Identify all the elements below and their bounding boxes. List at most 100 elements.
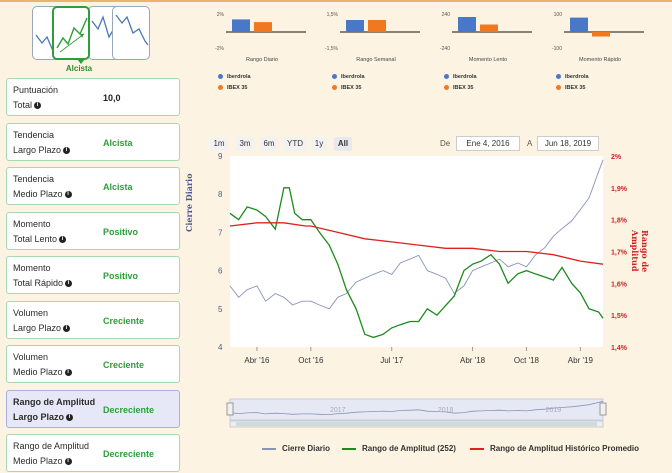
mini-axis-top: 2% <box>216 12 224 18</box>
mini-legend-item[interactable]: IBEX 35 <box>218 85 247 91</box>
info-icon[interactable]: i <box>64 191 72 199</box>
indicator-value: Alcista <box>103 182 133 192</box>
legend-dot-icon <box>556 74 561 80</box>
range-button-ytd[interactable]: YTD <box>284 137 306 151</box>
mini-legend-label: IBEX 35 <box>565 85 586 91</box>
indicator-row[interactable]: Volumen Largo Plazo i Creciente <box>6 300 180 339</box>
indicator-row[interactable]: Volumen Medio Plazo i Creciente <box>6 345 180 383</box>
range-button-1y[interactable]: 1y <box>311 137 327 151</box>
y-right-tick-label: 1,9% <box>611 186 628 193</box>
legend-label: Rango de Amplitud (252) <box>362 444 456 453</box>
y-right-tick-label: 1,6% <box>611 281 628 288</box>
to-label: A <box>527 139 533 148</box>
indicator-label-line2: Largo Plazo <box>13 144 62 155</box>
mini-bar-ibex35[interactable] <box>592 32 610 37</box>
indicator-label-line2: Largo Plazo <box>13 322 62 333</box>
info-icon[interactable]: i <box>64 458 72 466</box>
mini-legend-item[interactable]: Iberdrola <box>332 74 365 80</box>
mini-chart-plot <box>564 17 644 37</box>
range-button-all[interactable]: All <box>334 137 352 151</box>
indicator-row[interactable]: Tendencia Medio Plazo i Alcista <box>6 167 180 205</box>
legend-dot-icon <box>332 74 337 80</box>
indicator-row[interactable]: Momento Total Lento i Positivo <box>6 211 180 250</box>
y-left-tick-label: 7 <box>218 228 223 237</box>
info-icon[interactable]: i <box>65 280 73 288</box>
main-chart: 9 8 7 6 5 4 2% 1,9% 1,8% 1,7% 1,6% 1,5% 1,4% Abr '16 O… <box>218 152 628 428</box>
left-axis-title: Cierre Diario <box>184 173 194 232</box>
x-tick-label: Jul '17 <box>380 356 403 365</box>
mini-chart: 1,5% -1,5% Rango Semanal Iberdrola IBEX 35 <box>325 8 438 100</box>
mini-legend-item[interactable]: IBEX 35 <box>444 85 473 91</box>
info-icon[interactable]: i <box>59 235 67 243</box>
info-icon[interactable]: i <box>66 413 74 421</box>
mini-legend-item[interactable]: Iberdrola <box>556 74 589 80</box>
mini-bar-iberdrola[interactable] <box>458 17 476 32</box>
x-tick-label: Abr '16 <box>244 356 270 365</box>
indicator-label-line2: Largo Plazo <box>13 411 65 422</box>
legend-item[interactable]: Cierre Diario <box>262 444 330 453</box>
mini-bar-ibex35[interactable] <box>254 22 272 32</box>
trend-selected-label: Alcista <box>65 64 93 73</box>
info-icon[interactable]: i <box>64 369 72 377</box>
mini-bar-iberdrola[interactable] <box>346 20 364 32</box>
mini-axis-top: 240 <box>441 12 450 18</box>
to-date-input[interactable]: Jun 18, 2019 <box>537 136 599 151</box>
mini-bar-ibex35[interactable] <box>480 24 498 33</box>
indicator-row[interactable]: Tendencia Largo Plazo i Alcista <box>6 122 180 161</box>
legend-item[interactable]: Rango de Amplitud (252) <box>342 444 456 453</box>
indicator-value: Creciente <box>103 360 145 370</box>
mini-bar-ibex35[interactable] <box>368 20 386 32</box>
range-button-6m[interactable]: 6m <box>260 137 278 151</box>
mini-legend-item[interactable]: IBEX 35 <box>556 85 585 91</box>
navigator-right-handle[interactable] <box>599 402 607 416</box>
y-right-tick-label: 1,4% <box>611 345 628 352</box>
indicator-row[interactable]: Rango de Amplitud Medio Plazo i Decreciente <box>6 434 180 472</box>
indicator-label: Momento Total Rápido i <box>13 261 103 291</box>
trend-card-alcista[interactable] <box>52 6 90 60</box>
indicator-label-line2: Medio Plazo <box>13 367 63 377</box>
mini-legend-item[interactable]: IBEX 35 <box>332 85 361 91</box>
series-line-1[interactable] <box>229 187 604 339</box>
legend-item[interactable]: Rango de Amplitud Histórico Promedio <box>470 444 639 453</box>
scrollbar-thumb[interactable] <box>236 422 597 426</box>
legend-dot-icon <box>218 74 223 80</box>
info-icon[interactable]: i <box>63 324 71 332</box>
from-date-input[interactable]: Ene 4, 2016 <box>456 136 520 151</box>
mini-legend-label: Iberdrola <box>341 74 365 80</box>
legend-swatch-icon <box>470 447 484 450</box>
legend-label: Cierre Diario <box>282 444 331 453</box>
series-line-2[interactable] <box>229 222 604 265</box>
y-left-tick-label: 4 <box>218 343 223 352</box>
mini-legend-item[interactable]: Iberdrola <box>444 74 477 80</box>
indicator-label-line1: Momento <box>13 263 51 273</box>
indicator-row[interactable]: Puntuación Total i 10,0 <box>6 78 180 116</box>
indicator-value: Alcista <box>103 137 133 148</box>
mini-legend-label: IBEX 35 <box>341 85 362 91</box>
x-tick-label: Oct '18 <box>514 356 540 365</box>
info-icon[interactable]: i <box>63 146 71 154</box>
mini-chart-plot <box>226 19 306 33</box>
range-button-1m[interactable]: 1m <box>210 137 228 151</box>
trend-other-icon <box>115 14 149 46</box>
trend-card-other[interactable] <box>112 6 150 60</box>
indicator-value: 10,0 <box>103 93 121 103</box>
navigator-year-label: 2018 <box>438 407 454 414</box>
x-tick-label: Abr '19 <box>568 356 594 365</box>
mini-bar-iberdrola[interactable] <box>232 19 250 32</box>
info-icon[interactable]: i <box>34 102 42 110</box>
mini-chart-plot <box>340 20 420 33</box>
range-button-3m[interactable]: 3m <box>236 137 254 151</box>
series-line-0[interactable] <box>229 159 604 310</box>
y-left-tick-label: 6 <box>218 267 223 276</box>
indicator-row[interactable]: Rango de Amplitud Largo Plazo i Decreciente <box>6 389 180 428</box>
mini-axis-bottom: -1,5% <box>324 46 338 52</box>
indicator-row[interactable]: Momento Total Rápido i Positivo <box>6 256 180 294</box>
mini-chart-title: Rango Diario <box>245 57 279 63</box>
mini-legend-label: Iberdrola <box>453 74 477 80</box>
mini-chart-plot <box>452 17 532 33</box>
mini-legend-item[interactable]: Iberdrola <box>218 74 251 80</box>
mini-bar-iberdrola[interactable] <box>570 17 588 32</box>
x-tick-label: Oct '16 <box>298 356 324 365</box>
navigator-left-handle[interactable] <box>226 402 234 416</box>
top-accent-line <box>0 0 672 2</box>
